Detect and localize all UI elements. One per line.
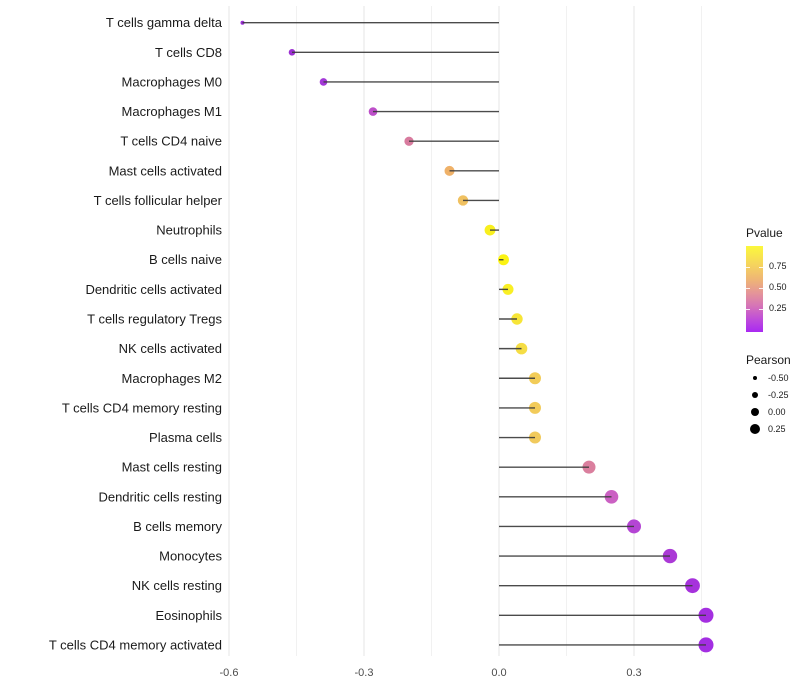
pearson-size-legend-dot [752,375,758,381]
y-axis-label: T cells CD4 memory activated [49,637,222,652]
pearson-size-legend-label: 0.25 [768,423,786,434]
x-axis-tick-label: 0.0 [491,667,506,679]
y-axis-label: Eosinophils [156,608,223,623]
y-axis-label: T cells regulatory Tregs [87,312,222,327]
colourbar-tick-notch [746,308,750,310]
pvalue-tick-label: 0.50 [769,282,787,292]
pvalue-tick-label: 0.25 [769,303,787,313]
y-axis-label: Macrophages M1 [122,104,222,119]
pearson-size-legend-dot [751,391,759,399]
y-axis-label: Dendritic cells activated [85,282,222,297]
y-axis-label: Neutrophils [156,223,222,238]
y-axis-label: T cells CD4 naive [120,134,222,149]
colourbar-tick-notch [759,266,763,268]
pearson-size-legend-label: 0.00 [768,406,786,417]
y-axis-label: T cells gamma delta [106,15,223,30]
x-axis-tick-label: 0.3 [626,667,641,679]
y-axis-label: Mast cells resting [122,460,222,475]
pvalue-gradient-bar [746,246,763,332]
colourbar-tick-notch [759,287,763,289]
colourbar-tick-notch [746,287,750,289]
y-axis-label: Macrophages M2 [122,371,222,386]
pearson-size-legend-dot [749,423,761,435]
x-axis-tick-label: -0.6 [220,667,239,679]
y-axis-label: T cells follicular helper [94,193,223,208]
pearson-size-legend-label: -0.50 [768,372,789,383]
y-axis-label: Mast cells activated [109,163,222,178]
y-axis-label: NK cells resting [132,578,222,593]
pvalue-tick-label: 0.75 [769,261,787,271]
y-axis-label: NK cells activated [119,341,222,356]
y-axis-label: B cells naive [149,252,222,267]
colourbar-tick-notch [746,266,750,268]
pvalue-legend-title: Pvalue [746,226,783,240]
pearson-size-legend-dot [750,407,760,417]
x-axis-tick-label: -0.3 [355,667,374,679]
y-axis-label: T cells CD8 [155,45,222,60]
y-axis-label: Monocytes [159,549,222,564]
y-axis-label: B cells memory [133,519,222,534]
y-axis-label: T cells CD4 memory resting [62,400,222,415]
y-axis-label: Plasma cells [149,430,222,445]
pearson-size-legend-label: -0.25 [768,389,789,400]
y-axis-label: Dendritic cells resting [98,489,222,504]
colourbar-tick-notch [759,308,763,310]
y-axis-label: Macrophages M0 [122,74,222,89]
pearson-legend-title: Pearson [746,353,791,367]
